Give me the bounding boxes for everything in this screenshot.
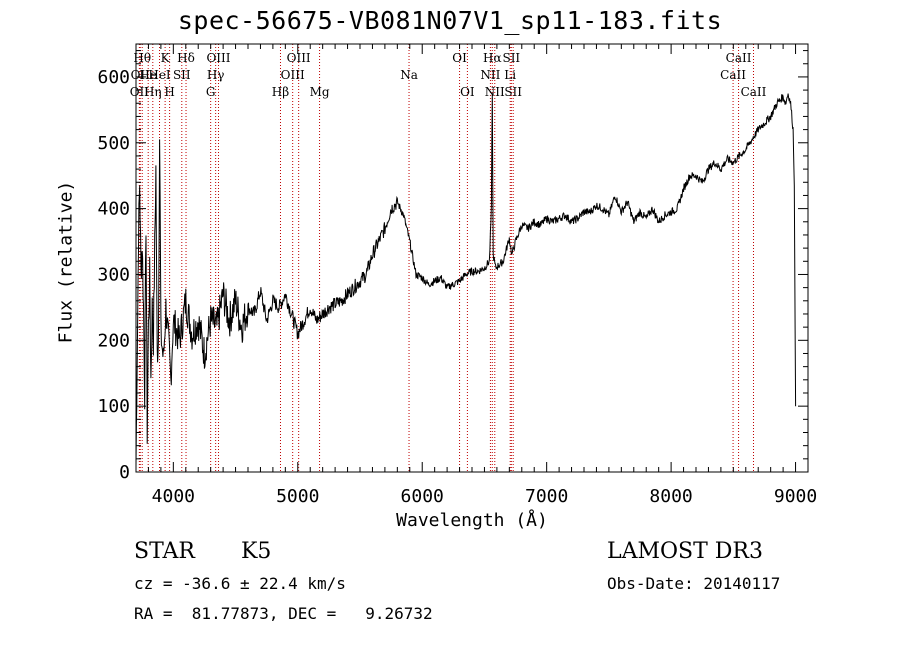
line-label-0: OII [130,85,150,99]
y-tick-label-0: 0 [119,462,130,483]
line-label-28: CaII [741,85,767,99]
line-label-10: G [206,85,216,99]
y-tick-label-1: 100 [97,396,130,417]
line-label-1: OII [131,68,151,82]
line-label-12: OIII [206,51,230,65]
y-tick-label-6: 600 [97,67,130,88]
y-axis-ticks: 0 100 200 300 400 500 600 [97,50,808,483]
line-label-8: SII [173,68,191,82]
spectral-line-markers [138,44,754,472]
line-label-21: Hα [483,51,502,65]
x-tick-label-5: 9000 [774,486,817,507]
spectral-line-labels: OII OII Hθ He Hη HeI K H SII Hδ G Hγ OIII Hβ OIII OIII M… [130,51,767,99]
survey-name: LAMOST DR3 [607,539,763,564]
x-tick-label-3: 7000 [525,486,568,507]
chart-title: spec-56675-VB081N07V1_sp11-183.fits [177,6,723,35]
x-tick-label-4: 8000 [649,486,692,507]
line-label-26: CaII [720,68,746,82]
line-label-15: OIII [287,51,311,65]
line-label-7: H [164,85,174,99]
plot-frame [135,43,809,473]
line-label-20: NII [480,68,500,82]
line-label-22: NII [485,85,505,99]
y-axis-label: Flux (relative) [55,180,77,344]
line-label-5: HeI [148,68,171,82]
line-label-24: SII [502,51,520,65]
y-tick-label-3: 300 [97,264,130,285]
line-label-16: Mg [310,85,330,99]
line-label-25: SII [504,85,522,99]
line-label-19: OI [460,85,475,99]
line-label-3: He [139,68,157,82]
line-label-23: Li [504,68,516,82]
line-label-27: CaII [726,51,752,65]
line-label-11: Hγ [207,68,225,82]
line-label-18: OI [452,51,467,65]
star-subclass: K5 [241,539,272,564]
line-label-17: Na [400,68,418,82]
x-tick-label-1: 5000 [276,486,319,507]
star-class: STAR [134,539,195,564]
line-label-14: OIII [281,68,305,82]
y-tick-label-2: 200 [97,330,130,351]
x-tick-label-0: 4000 [152,486,195,507]
line-label-6: K [161,51,171,65]
line-label-4: Hη [144,85,162,99]
spectrum-line [135,93,797,466]
redshift-info: cz = -36.6 ± 22.4 km/s [134,574,346,593]
x-tick-label-2: 6000 [401,486,444,507]
y-tick-label-5: 500 [97,133,130,154]
obs-date: Obs-Date: 20140117 [607,574,781,593]
y-tick-label-4: 400 [97,199,130,220]
line-label-2: Hθ [133,51,151,65]
line-label-13: Hβ [272,85,289,99]
line-label-9: Hδ [177,51,195,65]
x-axis-label: Wavelength (Å) [396,510,548,531]
coordinates: RA = 81.77873, DEC = 9.26732 [134,604,433,623]
x-axis-ticks: 4000 5000 6000 7000 8000 9000 [135,44,817,507]
